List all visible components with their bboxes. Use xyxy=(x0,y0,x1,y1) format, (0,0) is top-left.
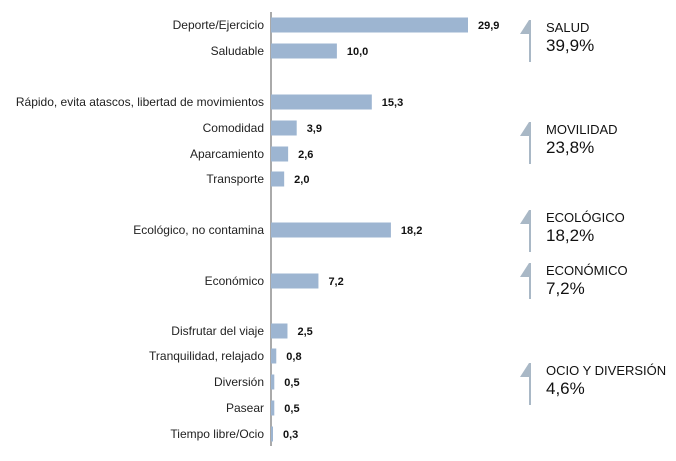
group-percent: 39,9% xyxy=(546,36,595,55)
category-label: Pasear xyxy=(226,401,264,415)
value-label: 0,5 xyxy=(284,403,299,415)
category-label: Tranquilidad, relajado xyxy=(149,349,264,363)
category-label: Ecológico, no contamina xyxy=(133,223,264,237)
bar xyxy=(271,348,277,364)
bar xyxy=(271,426,273,442)
bar xyxy=(271,43,337,59)
group-name: OCIO Y DIVERSIÓN xyxy=(546,363,667,378)
category-label: Deporte/Ejercicio xyxy=(173,18,265,32)
group-marker-icon xyxy=(520,210,529,224)
category-label: Tiempo libre/Ocio xyxy=(170,427,264,441)
category-label: Rápido, evita atascos, libertad de movim… xyxy=(16,95,264,109)
bar xyxy=(271,273,319,289)
bar xyxy=(271,374,275,390)
group-divider xyxy=(529,263,531,299)
group-marker-icon xyxy=(520,122,529,136)
bar xyxy=(271,17,468,33)
group-divider xyxy=(529,122,531,164)
category-label: Disfrutar del viaje xyxy=(171,324,264,338)
group-percent: 18,2% xyxy=(546,226,595,245)
bar xyxy=(271,323,288,339)
group-marker-icon xyxy=(520,20,529,34)
value-label: 0,8 xyxy=(286,351,301,363)
group-name: ECOLÓGICO xyxy=(546,210,625,225)
bar xyxy=(271,400,275,416)
bar xyxy=(271,222,391,238)
group-divider xyxy=(529,363,531,405)
value-label: 2,0 xyxy=(294,174,309,186)
category-label: Transporte xyxy=(206,172,264,186)
value-label: 7,2 xyxy=(328,276,343,288)
value-label: 10,0 xyxy=(347,46,368,58)
value-label: 0,3 xyxy=(283,429,298,441)
category-label: Diversión xyxy=(214,375,264,389)
group-name: ECONÓMICO xyxy=(546,263,628,278)
value-label: 18,2 xyxy=(401,225,422,237)
category-label: Saludable xyxy=(211,44,265,58)
group-marker-icon xyxy=(520,363,529,377)
value-label: 2,5 xyxy=(297,326,312,338)
category-label: Económico xyxy=(205,274,265,288)
value-label: 15,3 xyxy=(382,97,403,109)
group-percent: 4,6% xyxy=(546,379,585,398)
value-label: 2,6 xyxy=(298,149,313,161)
group-divider xyxy=(529,20,531,62)
category-label: Aparcamiento xyxy=(190,147,264,161)
bar xyxy=(271,146,289,162)
category-label: Comodidad xyxy=(203,121,264,135)
value-label: 3,9 xyxy=(307,123,322,135)
bar xyxy=(271,120,297,136)
bar xyxy=(271,171,285,187)
bar xyxy=(271,94,372,110)
group-divider xyxy=(529,210,531,252)
group-percent: 7,2% xyxy=(546,279,585,298)
value-label: 0,5 xyxy=(284,377,299,389)
group-name: SALUD xyxy=(546,20,590,35)
value-label: 29,9 xyxy=(478,20,499,32)
group-marker-icon xyxy=(520,263,529,277)
group-percent: 23,8% xyxy=(546,138,595,157)
group-name: MOVILIDAD xyxy=(546,122,618,137)
